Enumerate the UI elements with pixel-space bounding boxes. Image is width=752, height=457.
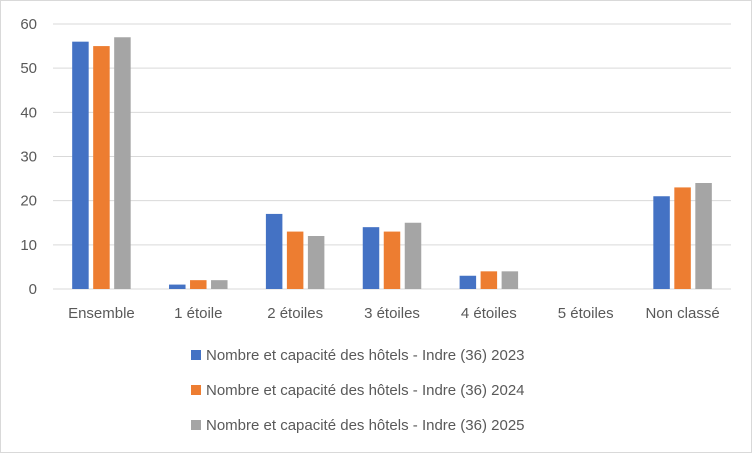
x-tick-label: 3 étoiles <box>364 305 420 322</box>
bar <box>383 231 401 289</box>
x-tick-label: 4 étoiles <box>461 305 517 322</box>
y-tick-label: 0 <box>29 281 37 298</box>
y-tick-label: 10 <box>20 237 37 254</box>
x-tick-label: 1 étoile <box>174 305 222 322</box>
y-tick-label: 60 <box>20 16 37 33</box>
y-tick-label: 30 <box>20 149 37 166</box>
legend-item: Nombre et capacité des hôtels - Indre (3… <box>191 347 525 364</box>
bar <box>265 213 283 289</box>
legend-swatch <box>191 420 201 430</box>
bar <box>674 187 691 289</box>
y-tick-label: 40 <box>20 104 37 121</box>
bar <box>362 227 380 289</box>
bar <box>695 183 712 289</box>
bar <box>286 231 304 289</box>
x-axis-tick-labels: Ensemble 1 étoile 2 étoiles 3 étoiles 4 étoi… <box>68 305 720 322</box>
legend-swatch <box>191 385 201 395</box>
x-tick-label: Ensemble <box>68 305 135 322</box>
bar <box>653 196 670 289</box>
bar-series <box>72 37 712 290</box>
x-tick-label: Non classé <box>645 305 719 322</box>
bar <box>459 275 477 289</box>
legend-item: Nombre et capacité des hôtels - Indre (3… <box>191 417 525 434</box>
x-tick-label: 5 étoiles <box>558 305 614 322</box>
legend-label: Nombre et capacité des hôtels - Indre (3… <box>206 382 525 399</box>
bar <box>404 222 422 289</box>
bar <box>72 41 89 289</box>
bar <box>114 37 131 289</box>
bar <box>501 271 519 289</box>
legend-label: Nombre et capacité des hôtels - Indre (3… <box>206 347 525 364</box>
series-1 <box>72 41 670 289</box>
legend-label: Nombre et capacité des hôtels - Indre (3… <box>206 417 525 434</box>
legend: Nombre et capacité des hôtels - Indre (3… <box>191 347 525 434</box>
gridlines <box>53 23 731 290</box>
bar <box>211 280 228 289</box>
y-tick-label: 20 <box>20 193 37 210</box>
series-2 <box>93 46 691 290</box>
series-3 <box>114 37 712 289</box>
y-axis-tick-labels: 0 10 20 30 40 50 60 <box>20 16 37 298</box>
y-tick-label: 50 <box>20 60 37 77</box>
legend-item: Nombre et capacité des hôtels - Indre (3… <box>191 382 525 399</box>
bar <box>480 271 498 289</box>
bar <box>169 284 186 289</box>
bar <box>190 280 207 289</box>
bar <box>93 46 110 290</box>
legend-swatch <box>191 350 201 360</box>
x-tick-label: 2 étoiles <box>267 305 323 322</box>
bar <box>307 236 325 289</box>
